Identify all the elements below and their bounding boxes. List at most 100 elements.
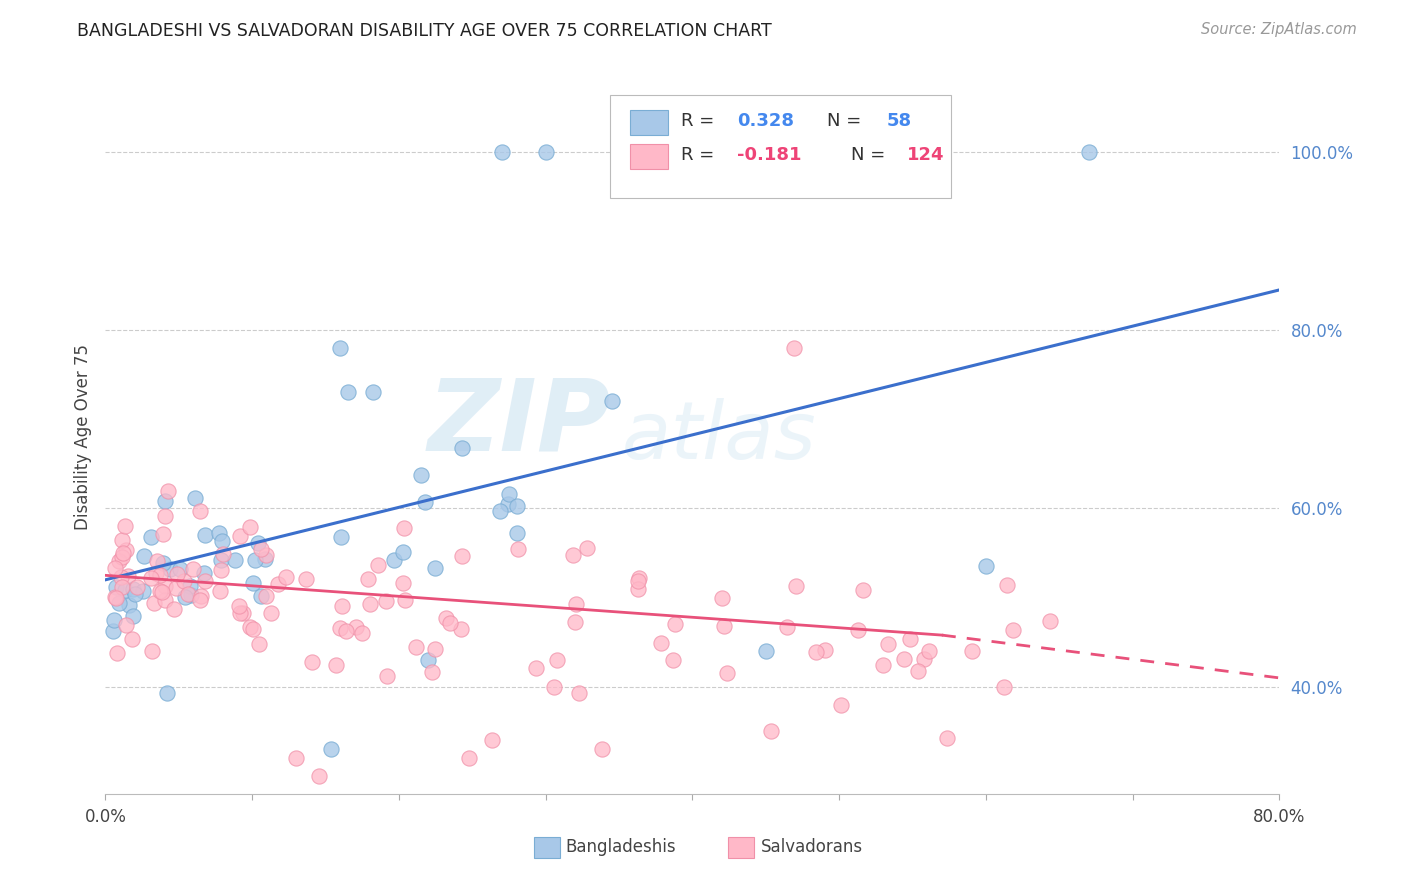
Point [190, 589, 212, 603]
Point [165, 582, 187, 596]
Point [208, 525, 231, 540]
Point [405, 640, 427, 654]
Point [565, 598, 588, 612]
Point [508, 541, 530, 556]
Point [505, 499, 527, 513]
Point [367, 558, 389, 573]
Point [250, 541, 273, 556]
Point [111, 546, 134, 560]
Point [783, 341, 806, 355]
Point [846, 623, 869, 637]
Point [260, 607, 283, 621]
Point [149, 567, 172, 582]
Point [600, 393, 623, 408]
Point [409, 467, 432, 482]
Point [562, 548, 585, 562]
Point [804, 645, 827, 659]
Point [332, 599, 354, 613]
Point [575, 541, 598, 555]
Text: R =: R = [681, 146, 720, 164]
Point [650, 636, 672, 650]
Point [439, 615, 461, 630]
Point [319, 742, 342, 756]
Point [526, 660, 548, 674]
Point [627, 571, 650, 585]
Point [488, 504, 510, 518]
Point [117, 568, 139, 582]
Text: 58: 58 [886, 112, 911, 130]
Text: atlas: atlas [621, 398, 817, 476]
Point [111, 580, 134, 594]
Point [416, 653, 439, 667]
Point [294, 572, 316, 586]
Point [506, 525, 529, 540]
Point [451, 441, 474, 455]
Point [359, 597, 381, 611]
Point [111, 549, 134, 564]
Point [284, 751, 307, 765]
Point [481, 733, 503, 747]
Point [121, 632, 143, 647]
Point [534, 145, 557, 159]
Point [498, 487, 520, 501]
Point [434, 611, 457, 625]
Point [145, 566, 167, 581]
Text: Source: ZipAtlas.com: Source: ZipAtlas.com [1201, 22, 1357, 37]
Point [357, 572, 380, 586]
Point [546, 652, 568, 666]
Point [711, 591, 734, 605]
Point [716, 666, 738, 681]
Point [141, 571, 163, 585]
Point [907, 664, 929, 678]
Point [104, 561, 127, 575]
Point [176, 587, 198, 601]
Point [391, 545, 413, 559]
Point [250, 589, 273, 603]
Point [256, 548, 278, 562]
Y-axis label: Disability Age Over 75: Disability Age Over 75 [73, 344, 91, 530]
Point [898, 632, 921, 647]
Point [153, 592, 176, 607]
Point [543, 680, 565, 694]
Point [193, 566, 215, 580]
Text: -0.181: -0.181 [737, 146, 801, 164]
Point [107, 596, 129, 610]
FancyBboxPatch shape [610, 95, 950, 198]
Point [872, 657, 894, 672]
Point [169, 562, 191, 576]
Point [852, 582, 875, 597]
Point [209, 563, 232, 577]
Point [759, 724, 782, 739]
Point [153, 509, 176, 524]
Point [664, 616, 686, 631]
Point [104, 590, 127, 604]
Point [498, 497, 520, 511]
Point [375, 593, 398, 607]
Point [564, 615, 586, 630]
Point [114, 582, 136, 597]
Point [245, 552, 267, 566]
Point [110, 570, 132, 584]
Text: 124: 124 [907, 146, 945, 164]
Point [148, 583, 170, 598]
Point [274, 569, 297, 583]
Point [450, 623, 472, 637]
Point [491, 145, 513, 159]
Text: Salvadorans: Salvadorans [761, 838, 863, 855]
Point [179, 580, 201, 594]
Point [330, 530, 353, 544]
Point [114, 519, 136, 533]
Point [422, 665, 444, 679]
Point [229, 529, 252, 543]
Point [1077, 145, 1099, 159]
Point [450, 549, 472, 564]
Point [1039, 614, 1062, 628]
Point [755, 644, 778, 658]
Point [267, 577, 290, 591]
Bar [534, 837, 560, 858]
Point [188, 592, 211, 607]
Point [142, 596, 165, 610]
Point [124, 587, 146, 601]
Point [150, 585, 173, 599]
Point [247, 637, 270, 651]
